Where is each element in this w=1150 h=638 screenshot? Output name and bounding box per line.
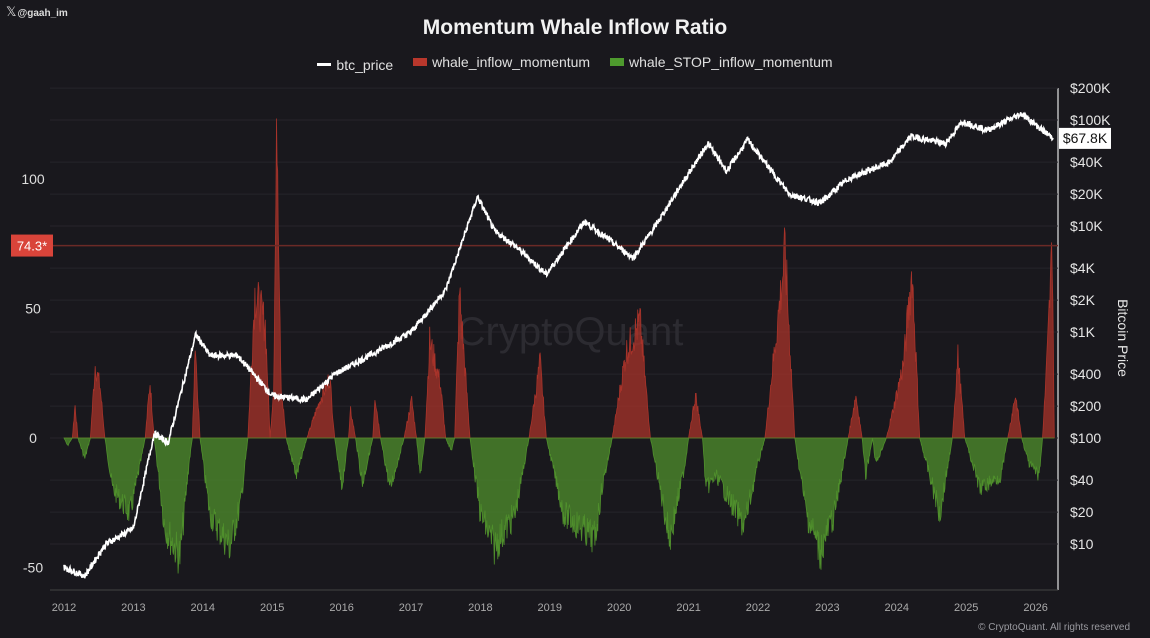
legend-label: whale_inflow_momentum — [432, 54, 591, 70]
handle-text: @gaah_im — [17, 8, 68, 19]
x-logo-icon: 𝕏 — [6, 4, 17, 19]
right-tick-label: $10 — [1070, 536, 1094, 552]
legend-swatch — [413, 58, 428, 66]
legend-label: btc_price — [336, 56, 394, 73]
x-tick-label: 2022 — [746, 602, 770, 614]
legend-swatch — [609, 58, 624, 66]
x-tick-label: 2018 — [468, 602, 492, 614]
x-tick-label: 2026 — [1023, 602, 1047, 614]
legend: btc_price whale_inflow_momentum whale_ST… — [0, 53, 1150, 73]
legend-item-btc-price[interactable]: btc_price — [317, 57, 393, 73]
left-tick-label: -50 — [23, 560, 43, 576]
right-tick-label: $100 — [1070, 430, 1101, 446]
threshold-label: 74.3* — [17, 239, 47, 254]
x-tick-label: 2016 — [329, 602, 353, 614]
current-price-label: $67.8K — [1063, 130, 1108, 146]
legend-swatch — [317, 63, 332, 66]
whale-stop-inflow-momentum-area — [63, 437, 1055, 574]
right-tick-label: $10K — [1070, 218, 1103, 234]
right-tick-label: $100K — [1070, 112, 1111, 128]
x-tick-label: 2017 — [399, 602, 423, 614]
legend-item-whale-inflow[interactable]: whale_inflow_momentum — [413, 54, 590, 70]
right-tick-label: $40K — [1070, 154, 1103, 170]
right-tick-label: $20K — [1070, 186, 1103, 202]
x-tick-label: 2024 — [885, 602, 909, 614]
right-tick-label: $400 — [1070, 366, 1101, 382]
right-tick-label: $200 — [1070, 398, 1101, 414]
x-tick-label: 2014 — [191, 602, 215, 614]
right-tick-label: $4K — [1070, 260, 1096, 276]
legend-label: whale_STOP_inflow_momentum — [628, 54, 833, 70]
x-tick-label: 2013 — [121, 602, 145, 614]
x-tick-label: 2023 — [815, 602, 839, 614]
right-tick-label: $2K — [1070, 292, 1096, 308]
watermark: CryptoQuant — [457, 310, 684, 354]
right-axis-title: Bitcoin Price — [1115, 299, 1131, 377]
x-tick-label: 2025 — [954, 602, 978, 614]
right-tick-label: $40 — [1070, 472, 1094, 488]
legend-item-whale-stop-inflow[interactable]: whale_STOP_inflow_momentum — [609, 54, 833, 70]
left-tick-label: 0 — [29, 430, 37, 446]
x-tick-label: 2015 — [260, 602, 284, 614]
x-tick-label: 2020 — [607, 602, 631, 614]
x-tick-label: 2021 — [676, 602, 700, 614]
author-handle: 𝕏@gaah_im — [6, 4, 68, 20]
threshold-label-box — [11, 234, 53, 257]
btc-price-line — [63, 111, 1054, 579]
left-tick-label: 100 — [21, 171, 45, 187]
copyright: © CryptoQuant. All rights reserved — [978, 622, 1130, 633]
chart-title: Momentum Whale Inflow Ratio — [422, 16, 728, 39]
right-tick-label: $20 — [1070, 504, 1094, 520]
x-tick-label: 2019 — [538, 602, 562, 614]
right-tick-label: $200K — [1070, 80, 1111, 96]
whale-inflow-momentum-area — [64, 118, 1055, 439]
x-tick-label: 2012 — [52, 602, 76, 614]
left-tick-label: 50 — [25, 301, 41, 317]
current-price-box — [1059, 127, 1111, 149]
right-tick-label: $1K — [1070, 324, 1096, 340]
